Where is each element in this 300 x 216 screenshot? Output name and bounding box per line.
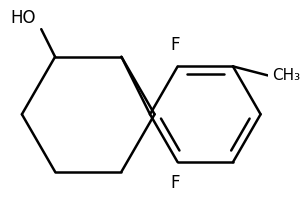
Text: F: F (170, 174, 180, 192)
Text: F: F (170, 37, 180, 54)
Text: HO: HO (10, 9, 36, 27)
Text: CH₃: CH₃ (272, 68, 300, 83)
